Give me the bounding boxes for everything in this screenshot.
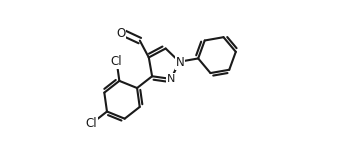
Text: N: N	[176, 56, 185, 69]
Text: Cl: Cl	[111, 55, 122, 68]
Text: O: O	[116, 27, 126, 40]
Text: N: N	[167, 74, 175, 84]
Text: Cl: Cl	[86, 117, 98, 130]
